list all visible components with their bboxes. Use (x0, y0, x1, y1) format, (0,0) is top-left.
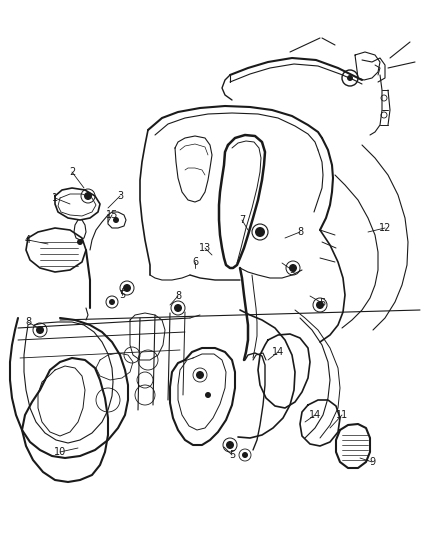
Circle shape (77, 239, 83, 245)
Text: 5: 5 (319, 298, 325, 308)
Text: 6: 6 (192, 257, 198, 267)
Text: 8: 8 (297, 227, 303, 237)
Circle shape (36, 326, 44, 334)
Circle shape (109, 299, 115, 305)
Circle shape (255, 227, 265, 237)
Circle shape (316, 301, 324, 309)
Text: 5: 5 (289, 265, 295, 275)
Text: 14: 14 (272, 347, 284, 357)
Text: 5: 5 (119, 290, 125, 300)
Text: 8: 8 (175, 291, 181, 301)
Circle shape (113, 217, 119, 223)
Text: 2: 2 (69, 167, 75, 177)
Text: 7: 7 (239, 215, 245, 225)
Text: 8: 8 (25, 317, 31, 327)
Text: 12: 12 (379, 223, 391, 233)
Circle shape (205, 392, 211, 398)
Text: 1: 1 (52, 193, 58, 203)
Circle shape (174, 304, 182, 312)
Circle shape (289, 264, 297, 272)
Circle shape (84, 192, 92, 200)
Text: 10: 10 (54, 447, 66, 457)
Text: 9: 9 (369, 457, 375, 467)
Text: 14: 14 (309, 410, 321, 420)
Text: 15: 15 (106, 210, 118, 220)
Text: 4: 4 (25, 235, 31, 245)
Circle shape (347, 75, 353, 81)
Circle shape (123, 284, 131, 292)
Text: 5: 5 (229, 450, 235, 460)
Circle shape (196, 371, 204, 379)
Text: 13: 13 (199, 243, 211, 253)
Text: 3: 3 (117, 191, 123, 201)
Text: 11: 11 (336, 410, 348, 420)
Circle shape (242, 452, 248, 458)
Circle shape (226, 441, 234, 449)
